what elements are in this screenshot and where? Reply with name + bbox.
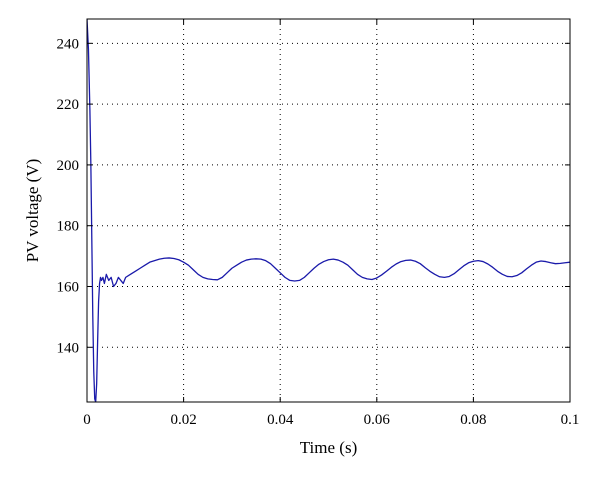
plot-frame [86,18,571,403]
y-tick-label: 140 [57,340,80,356]
x-axis-label: Time (s) [300,438,357,457]
y-tick-label: 240 [57,36,80,52]
plot-series [87,19,570,402]
x-tick-label: 0.08 [460,412,486,428]
x-tick-label: 0.02 [170,412,196,428]
x-tick-label: 0.04 [267,412,294,428]
series-line-pv-voltage [87,19,570,402]
x-tick-label: 0.06 [364,412,391,428]
x-tick-label: 0.1 [561,412,580,428]
y-tick-label: 160 [57,279,80,295]
y-tick-label: 200 [57,158,80,174]
y-tick-label: 220 [57,97,80,113]
axis-ticks: 0 0.02 0.04 0.06 0.08 0.1 140 160 180 200 220 240 [57,19,580,428]
grid-lines [87,19,570,402]
x-tick-label: 0 [83,412,91,428]
y-tick-label: 180 [57,219,80,235]
y-axis-label: PV voltage (V) [23,159,42,263]
